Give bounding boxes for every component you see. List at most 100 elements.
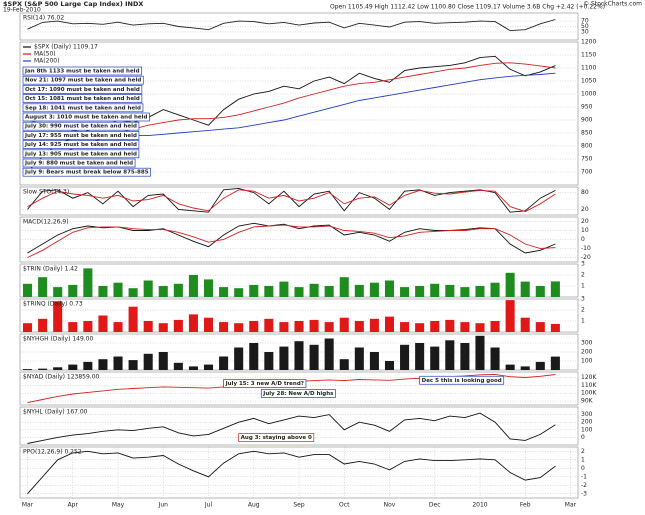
bar: [98, 286, 108, 297]
annotation: July 28: New A/D highs: [262, 391, 334, 397]
y-tick-label: 50: [581, 23, 589, 30]
annotation: Aug 3: staying above 0: [241, 435, 312, 441]
y-tick-label: 900: [581, 117, 593, 124]
bar: [113, 282, 123, 297]
y-tick-label: 2: [581, 307, 585, 314]
bar: [68, 284, 78, 297]
y-tick-label: 2: [581, 448, 585, 455]
annotation-box: [22, 75, 144, 85]
panel-title: $TRINQ (Daily) 0.73: [23, 301, 83, 308]
bar: [38, 277, 48, 297]
y-tick-label: 300: [581, 411, 593, 418]
y-tick-label: 2: [581, 272, 585, 279]
annotation-box: [22, 149, 140, 159]
x-tick-label: Sep: [293, 502, 305, 509]
bar: [505, 364, 515, 370]
bar: [53, 367, 63, 370]
legend-label: MA(50): [34, 51, 56, 58]
annotation-box: [22, 167, 151, 177]
y-tick-label: 200: [581, 349, 593, 356]
y-tick-label: -1: [581, 473, 587, 480]
bar: [384, 280, 395, 297]
bar: [445, 319, 455, 332]
panel-title: MACD(12,26,9): [23, 219, 69, 226]
annotation: Sep 18: 1041 must be taken and held: [25, 105, 141, 111]
bar: [98, 315, 108, 332]
bar: [264, 318, 274, 332]
y-tick-label: 0: [581, 465, 585, 472]
bar: [309, 319, 319, 332]
annotation-box: [223, 379, 307, 388]
bar: [475, 335, 485, 370]
y-tick-label: 1: [581, 318, 585, 325]
y-tick-label: 120K: [581, 374, 597, 381]
bar: [83, 361, 93, 370]
bar: [520, 281, 530, 297]
bar: [279, 346, 289, 370]
bar: [219, 356, 229, 370]
annotation: July 17: 955 must be taken and held: [24, 133, 137, 139]
bar: [219, 322, 229, 332]
y-tick-label: 110K: [581, 382, 597, 389]
bar: [53, 287, 63, 297]
bar: [113, 356, 123, 370]
bar: [354, 321, 364, 332]
bar: [113, 322, 123, 332]
bar: [384, 361, 395, 370]
y-tick-label: -2: [581, 482, 587, 489]
annotation: Jan 8th 1133 must be taken and held: [24, 69, 140, 75]
legend-label: $SPX (Daily) 1109.17: [34, 44, 98, 51]
y-tick-label: 1: [581, 283, 585, 290]
y-tick-label: -3: [581, 490, 587, 497]
bar: [143, 280, 153, 297]
bar: [324, 286, 334, 297]
symbol: $SPX (S&P 500 Large Cap Index) INDX: [3, 0, 143, 8]
bar: [520, 366, 530, 370]
x-tick-label: Jul: [204, 502, 213, 509]
panel-frame: [19, 12, 579, 41]
bar: [173, 362, 183, 370]
y-tick-label: 10: [581, 227, 589, 234]
y-tick-label: 300: [581, 340, 593, 347]
bar: [490, 321, 500, 332]
annotation-box: [22, 94, 143, 103]
annotation-box: [22, 121, 140, 131]
annotation-box: [22, 112, 150, 122]
annotation-box: [238, 433, 315, 442]
bar: [249, 321, 259, 332]
y-tick-label: 800: [581, 143, 593, 150]
series-line: [27, 19, 556, 32]
bar: [188, 314, 198, 332]
annotation: July 30: 990 must be taken and held: [24, 124, 137, 130]
annotation: Nov 21: 1097 must be taken and held: [25, 78, 141, 84]
panel-title: $NYHL (Daily) 167.00: [23, 409, 88, 416]
bar: [384, 316, 395, 332]
bar: [23, 323, 33, 332]
y-tick-label: 100: [581, 358, 593, 365]
bar: [354, 347, 364, 370]
series-line: [27, 224, 556, 258]
bar: [324, 338, 334, 370]
bar: [203, 317, 214, 332]
panel-title: $NYHGH (Daily) 149.00: [23, 336, 93, 343]
x-tick-label: Aug: [248, 502, 260, 509]
bar: [369, 352, 379, 370]
panel-title: Slow STO(14,3): [23, 189, 69, 196]
bar: [279, 322, 289, 332]
bar: [490, 347, 500, 370]
annotation: July 14: 925 must be taken and held: [24, 142, 137, 148]
annotation: Dec 5 this is looking good: [422, 378, 502, 384]
panel-frame: [19, 216, 579, 263]
bar: [339, 359, 349, 370]
bar: [38, 318, 48, 332]
bar: [203, 364, 214, 370]
x-tick-label: Feb: [520, 502, 531, 509]
bar: [460, 322, 470, 332]
bar: [264, 352, 274, 370]
y-tick-label: 20: [581, 218, 589, 225]
y-tick-label: -10: [581, 245, 591, 252]
bar: [98, 359, 108, 370]
bar: [460, 287, 470, 297]
bar: [354, 284, 364, 297]
series-line: [27, 450, 556, 495]
